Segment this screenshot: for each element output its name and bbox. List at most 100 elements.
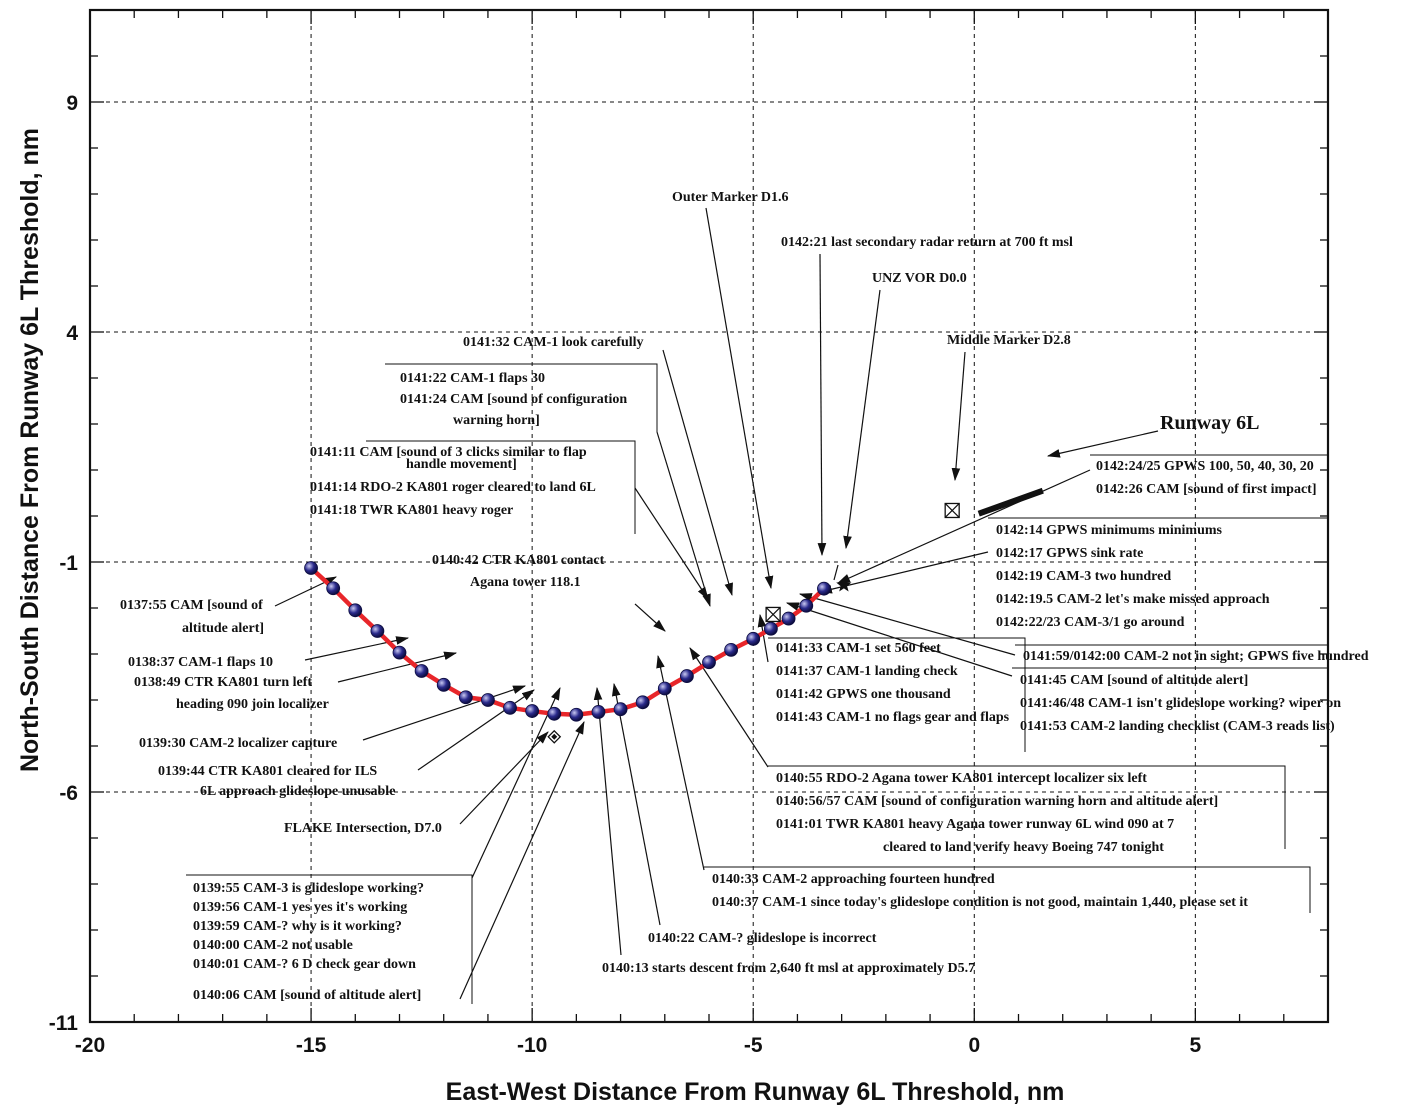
annotation-line: 0141:18 TWR KA801 heavy roger (310, 503, 513, 518)
track-point (503, 700, 517, 715)
annotation-leader (785, 602, 1013, 677)
track-point (436, 677, 451, 692)
middle-marker-symbol-x (944, 503, 960, 518)
annotation-line: 0140:01 CAM-? 6 D check gear down (193, 957, 416, 972)
track-point (414, 664, 429, 678)
plot-frame (88, 8, 1330, 1024)
track-point (613, 702, 628, 717)
y-tick-label: 4 (66, 322, 78, 345)
y-tick-label: -1 (59, 552, 78, 575)
annotation-minimums: 0142:14 GPWS minimums minimums 0142:17 GP… (988, 517, 1329, 630)
annotation-not-in-sight: 0141:59/0142:00 CAM-2 not in sight; GPWS… (1015, 644, 1369, 664)
outer-marker-symbol-x (765, 607, 781, 622)
annotation-line: warning horn] (453, 413, 540, 428)
annotation-line: handle movement] (406, 457, 517, 472)
annotation-flake: FLAKE Intersection, D7.0 (284, 821, 442, 836)
annotation-leader (662, 349, 733, 597)
track-point (370, 624, 385, 638)
runway-6l (977, 487, 1044, 517)
annotation-box (1012, 667, 1329, 730)
annotation-box (704, 866, 1311, 913)
annotation-leader (362, 685, 527, 741)
annotation-line: 0141:14 RDO-2 KA801 roger cleared to lan… (310, 480, 596, 495)
annotation-line: 0137:55 CAM [sound of (120, 598, 263, 613)
annotation-line: cleared to land verify heavy Boeing 747 … (883, 840, 1164, 855)
x-tick-label: -5 (744, 1034, 763, 1057)
track-point (724, 642, 739, 657)
annotation-altitude-alert-1: 0137:55 CAM [sound of altitude alert] (120, 598, 264, 636)
annotation-last-radar: 0142:21 last secondary radar return at 7… (781, 235, 1073, 250)
track-point (392, 645, 407, 660)
annotation-look-carefully: 0141:32 CAM-1 look carefully (463, 335, 644, 350)
annotation-three-clicks: 0141:11 CAM [sound of 3 clicks similar t… (310, 440, 636, 534)
annotation-leader (337, 651, 458, 683)
annotation-leader (593, 686, 622, 956)
track-point (799, 598, 814, 613)
annotation-line: 0140:56/57 CAM [sound of configuration w… (776, 794, 1218, 809)
annotation-cleared-ils: 0139:44 CTR KA801 cleared for ILS 6L appr… (158, 764, 395, 799)
vor-star-icon (836, 577, 852, 592)
annotation-leader (471, 687, 561, 879)
annotation-line: 0140:22 CAM-? glideslope is incorrect (648, 931, 877, 946)
annotation-box (768, 765, 1286, 849)
annotation-leader (757, 613, 769, 663)
annotation-leader (459, 731, 549, 825)
runway-leader (1046, 430, 1159, 458)
flake-diamond-core (551, 733, 558, 740)
annotation-line: heading 090 join localizer (176, 697, 329, 712)
x-tick-label: -20 (75, 1034, 105, 1057)
annotation-line: 0141:37 CAM-1 landing check (776, 664, 958, 679)
annotation-line: 0141:01 TWR KA801 heavy Agana tower runw… (776, 817, 1174, 832)
x-tick-label: -10 (517, 1034, 547, 1057)
track-point (569, 707, 584, 722)
annotations: Outer Marker D1.6 0142:21 last secondary … (120, 190, 1369, 1004)
track-point (781, 611, 796, 626)
annotation-leader (798, 593, 1016, 656)
annotation-altitude-alert-2: 0141:45 CAM [sound of altitude alert] 014… (1012, 667, 1341, 734)
annotation-box (1090, 454, 1329, 501)
annotation-line: 0141:33 CAM-1 set 560 feet (776, 641, 941, 656)
annotation-line: FLAKE Intersection, D7.0 (284, 821, 442, 836)
annotation-line: Middle Marker D2.8 (947, 333, 1071, 348)
annotation-leader (634, 603, 666, 632)
annotation-set-560: 0141:33 CAM-1 set 560 feet 0141:37 CAM-1 … (768, 637, 1026, 752)
annotation-line: 0141:24 CAM [sound of configuration (400, 392, 627, 407)
annotation-line: 0138:49 CTR KA801 turn left (134, 675, 312, 690)
annotation-line: 0141:42 GPWS one thousand (776, 687, 951, 702)
annotation-box (988, 517, 1329, 630)
annotation-middle-marker: Middle Marker D2.8 (947, 333, 1071, 348)
y-tick-label: -11 (49, 1012, 79, 1035)
annotation-leader (611, 682, 661, 926)
annotation-line: 0140:13 starts descent from 2,640 ft msl… (602, 961, 975, 976)
annotation-intercept-localizer: 0140:55 RDO-2 Agana tower KA801 intercep… (768, 765, 1286, 855)
track-point (458, 690, 473, 705)
annotation-line: 0142:19.5 CAM-2 let's make missed approa… (996, 592, 1270, 607)
track-point (525, 704, 540, 718)
vor-pointer (833, 564, 839, 581)
annotation-line: Agana tower 118.1 (470, 575, 581, 590)
y-axis-title: North-South Distance From Runway 6L Thre… (16, 128, 44, 772)
annotation-line: 0140:33 CAM-2 approaching fourteen hundr… (712, 872, 995, 887)
annotation-line: 0141:53 CAM-2 landing checklist (CAM-3 r… (1020, 719, 1335, 734)
annotation-line: 0142:19 CAM-3 two hundred (996, 569, 1171, 584)
track-point (326, 581, 341, 596)
annotation-fourteen-hundred: 0140:33 CAM-2 approaching fourteen hundr… (704, 866, 1311, 913)
annotation-box (186, 874, 473, 1004)
annotation-leader (634, 487, 709, 600)
annotation-line: 0141:32 CAM-1 look carefully (463, 335, 644, 350)
annotation-contact-tower: 0140:42 CTR KA801 contact Agana tower 118… (432, 553, 605, 590)
annotation-starts-descent: 0140:13 starts descent from 2,640 ft msl… (602, 961, 975, 976)
track-point (635, 695, 650, 710)
x-tick-label: 5 (1190, 1034, 1202, 1057)
y-tick-label: 9 (66, 92, 78, 115)
annotation-line: altitude alert] (182, 621, 264, 636)
y-tick-label: -6 (59, 782, 78, 805)
runway-label: Runway 6L (1160, 412, 1259, 434)
annotation-leader (705, 207, 774, 590)
annotation-line: UNZ VOR D0.0 (872, 271, 967, 286)
annotation-line: 0139:59 CAM-? why is it working? (193, 919, 402, 934)
tick-labels: -20 -15 -10 -5 0 5 9 4 -1 -6 -11 (49, 92, 1202, 1057)
annotation-glideslope-working: 0139:55 CAM-3 is glideslope working? 0139… (186, 874, 473, 1004)
annotation-line: 0139:44 CTR KA801 cleared for ILS (158, 764, 377, 779)
